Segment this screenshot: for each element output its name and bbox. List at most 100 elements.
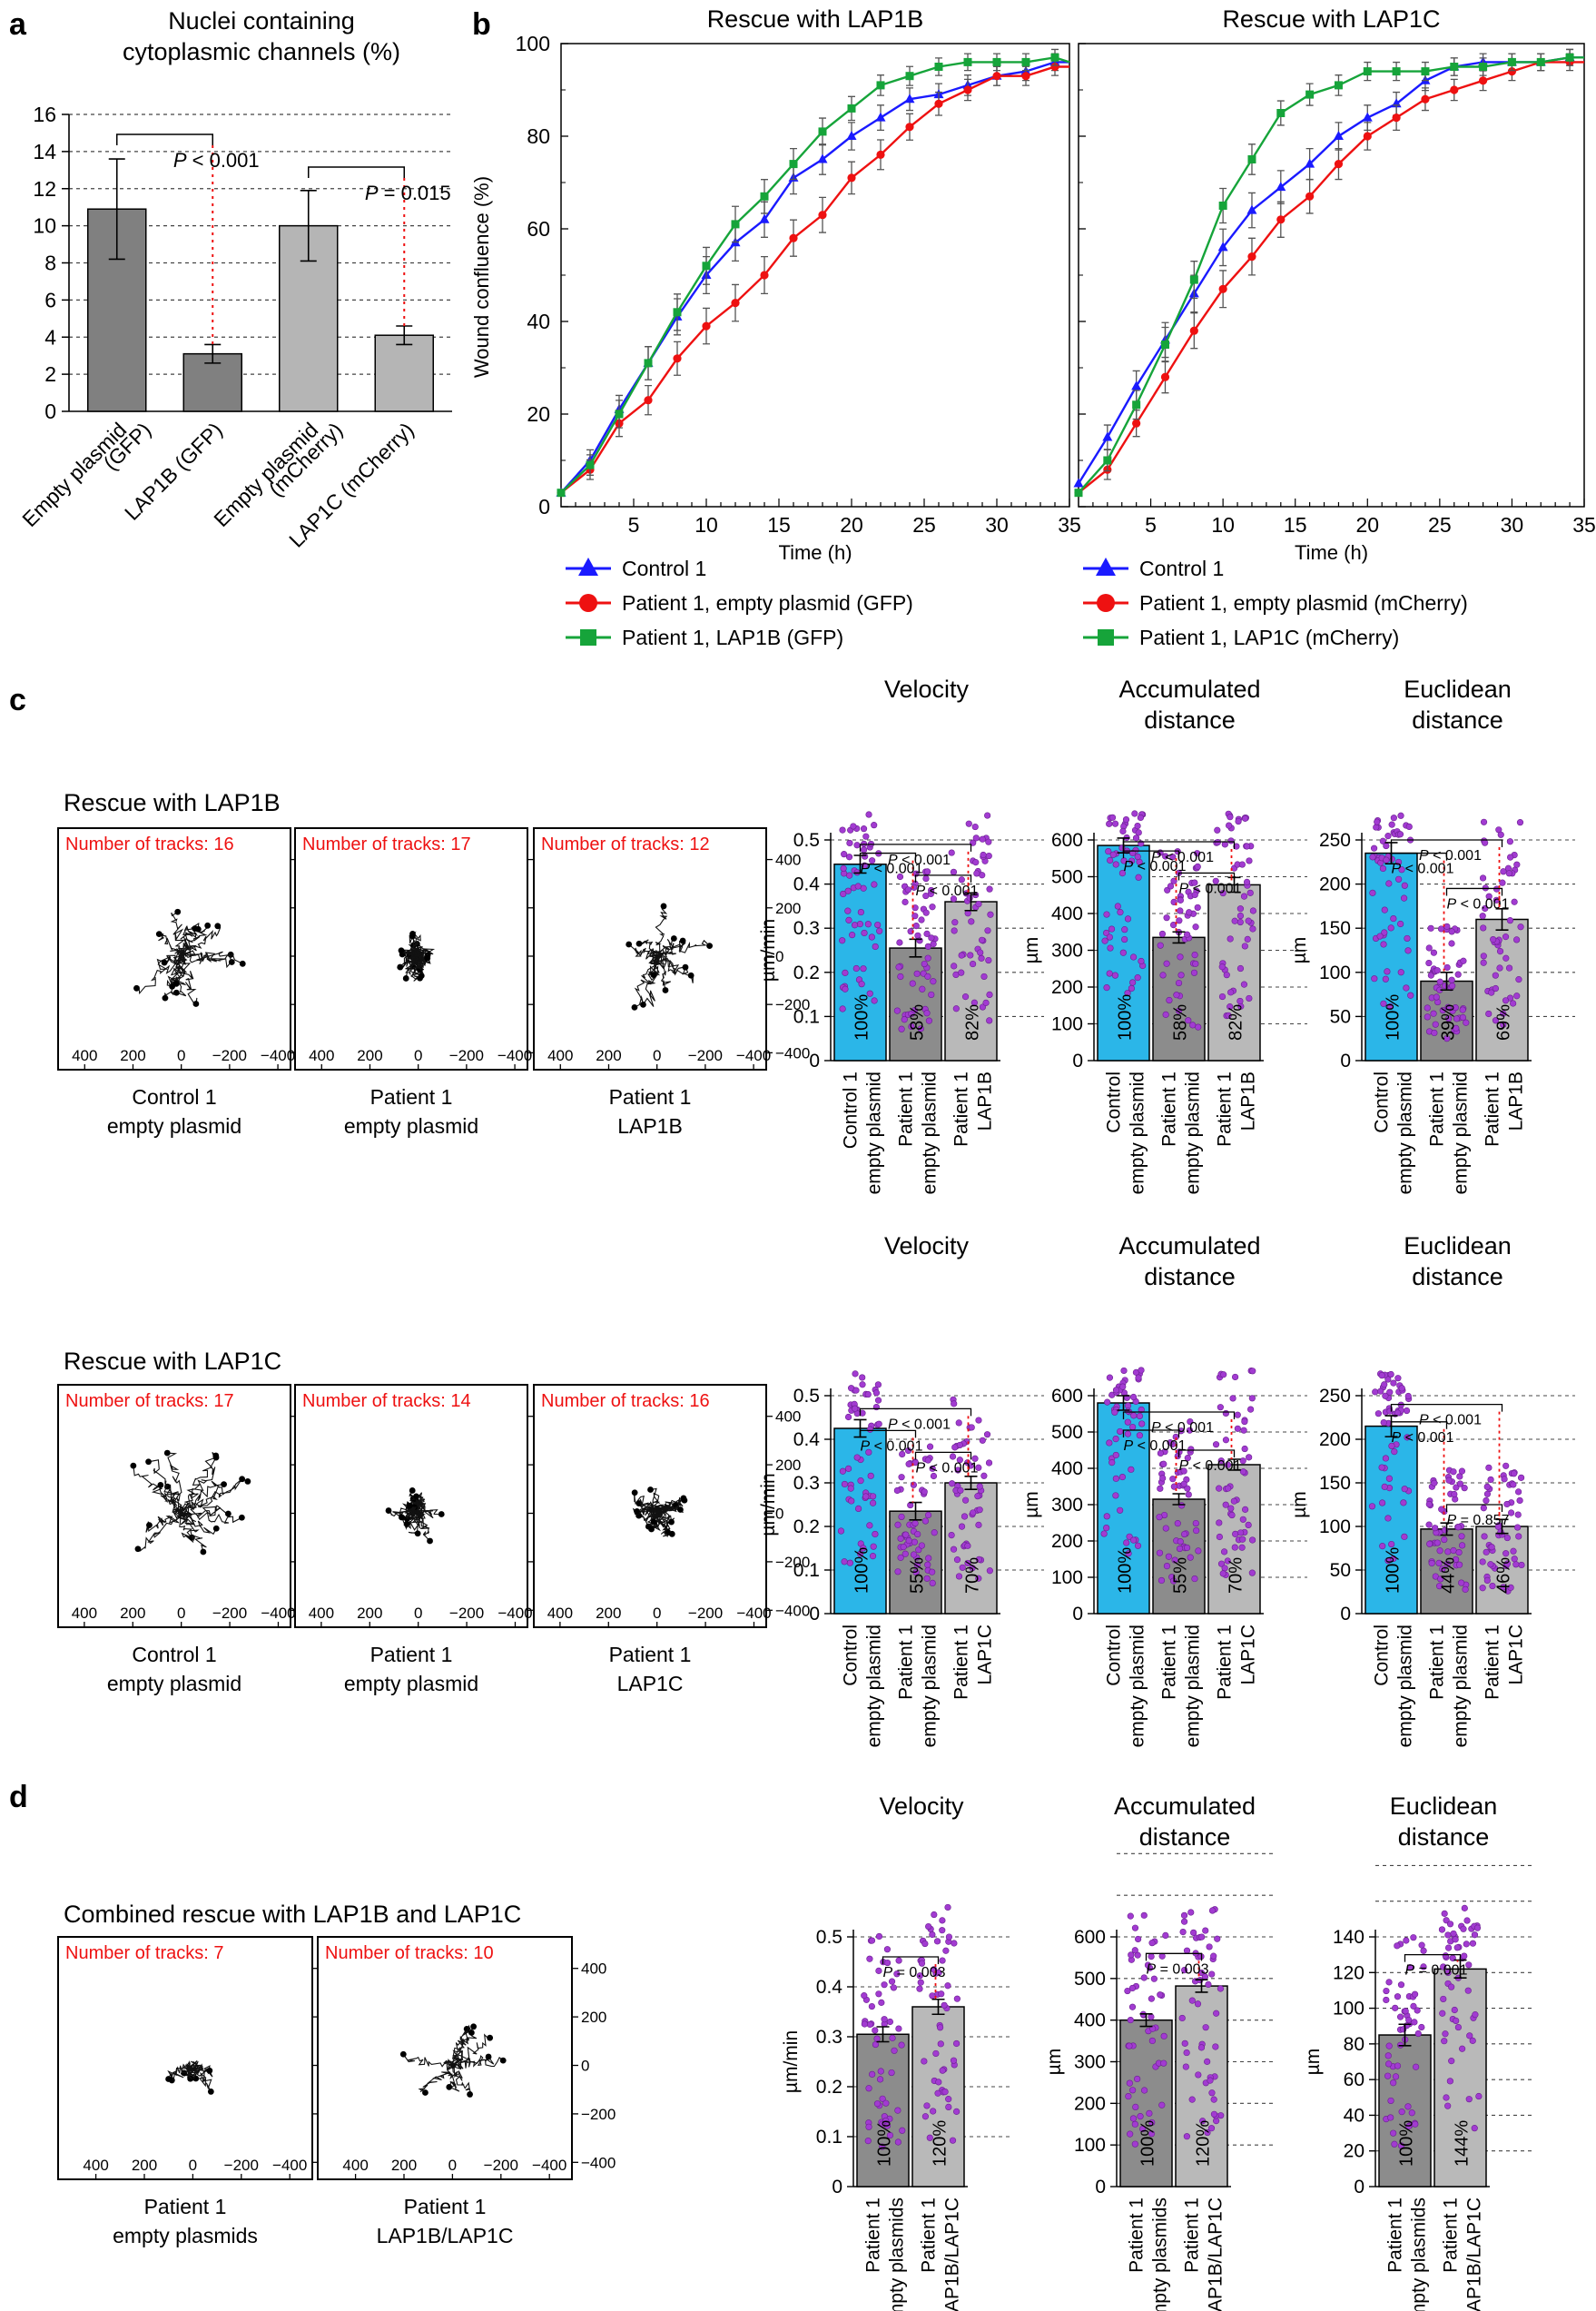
cell-track-endpoint <box>239 960 246 967</box>
cell-track-endpoint <box>155 931 163 938</box>
barchart-c2v-ytick-label: 0.3 <box>793 1473 820 1494</box>
barchart-c1v-datapoint <box>868 933 875 941</box>
barchart-c1a-pvalue: P < 0.001 <box>1151 850 1214 865</box>
barchart-c2a-category-label: LAP1C <box>1238 1625 1259 1685</box>
barchart-dv-datapoint <box>939 2067 946 2074</box>
chart-b2-point <box>1246 204 1257 214</box>
barchart-c2v-datapoint <box>911 1519 919 1527</box>
barchart-da-ytick-label: 400 <box>1074 2010 1106 2031</box>
barchart-c2v-title: Velocity <box>884 1232 970 1259</box>
barchart-c1e-datapoint <box>1443 1035 1451 1042</box>
barchart-dv-datapoint <box>881 2016 888 2023</box>
barchart-c2a-datapoint <box>1183 1544 1191 1552</box>
barchart-da-datapoint <box>1131 1924 1139 1931</box>
barchart-c1e-datapoint <box>1497 831 1504 838</box>
barchart-de-datapoint <box>1405 2016 1413 2024</box>
barchart-c1e-datapoint <box>1517 923 1524 931</box>
cell-track-endpoint <box>163 1449 171 1457</box>
barchart-c1v-datapoint <box>985 956 992 964</box>
barchart-c1v-datapoint <box>858 981 865 988</box>
barchart-c2e-datapoint <box>1428 1559 1435 1567</box>
track-xtick-label: −400 <box>261 1605 295 1622</box>
barchart-dv-datapoint <box>932 2049 940 2058</box>
barchart-c1e-percent-label: 39% <box>1439 1004 1459 1041</box>
barchart-c2e-datapoint <box>1404 1434 1411 1441</box>
barchart-da-datapoint <box>1124 1987 1131 1995</box>
chart-b-ytick-label: 0 <box>538 495 550 518</box>
barchart-da-datapoint <box>1208 1907 1217 1914</box>
barchart-c2e-datapoint <box>1384 1376 1392 1383</box>
barchart-c2e-datapoint <box>1502 1550 1510 1557</box>
barchart-dv-ytick-label: 0.1 <box>816 2127 842 2148</box>
barchart-dv-datapoint <box>886 2131 894 2139</box>
barchart-dv-datapoint <box>942 1947 950 1954</box>
barchart-da-datapoint <box>1140 1911 1148 1919</box>
barchart-c2e-datapoint <box>1441 1536 1448 1544</box>
chart-b2-legend-marker <box>1096 558 1116 576</box>
barchart-c2e-datapoint <box>1385 1475 1394 1482</box>
barchart-c1e-datapoint <box>1479 913 1486 920</box>
barchart-c2a-datapoint <box>1106 1439 1113 1447</box>
barchart-c2a-datapoint <box>1162 1525 1169 1532</box>
barchart-de-datapoint <box>1404 2103 1412 2110</box>
track-xtick-label: 200 <box>357 1605 382 1622</box>
barchart-c2v-datapoint <box>975 1575 982 1582</box>
barchart-c2a-sig-bracket <box>1122 1411 1236 1419</box>
barchart-c2e-title: distance <box>1412 1263 1503 1290</box>
barchart-de-datapoint <box>1410 2002 1417 2010</box>
barchart-c1e-datapoint <box>1424 1004 1431 1012</box>
track-xtick-label: −200 <box>688 1605 723 1622</box>
barchart-c1a-datapoint <box>1177 953 1184 961</box>
chart-a-ytick-label: 4 <box>44 325 56 349</box>
barchart-c1v-datapoint <box>845 854 853 861</box>
barchart-c1a-datapoint <box>1163 960 1170 967</box>
barchart-c1a-datapoint <box>1107 856 1114 864</box>
chart-a-pvalue: P < 0.001 <box>173 149 260 172</box>
barchart-c1v-datapoint <box>846 839 853 847</box>
barchart-da-datapoint <box>1126 2042 1133 2049</box>
chart-b-ytick-label: 40 <box>527 310 550 333</box>
chart-b1-xlabel: Time (h) <box>778 541 852 564</box>
cell-track <box>638 939 659 958</box>
barchart-c2v-datapoint <box>910 1551 918 1558</box>
barchart-c2e-datapoint <box>1391 1448 1398 1456</box>
barchart-c1a-datapoint <box>1218 993 1227 1001</box>
barchart-c1v-datapoint <box>908 1022 915 1031</box>
chart-b1-point <box>875 112 886 122</box>
barchart-dv-datapoint <box>868 2002 875 2010</box>
barchart-c1a-datapoint <box>1244 935 1251 943</box>
chart-b1-series-line <box>560 56 1070 494</box>
barchart-c2e-datapoint <box>1381 1483 1388 1490</box>
barchart-da-datapoint <box>1131 1947 1138 1954</box>
cell-track <box>655 905 668 956</box>
track-xtick-label: 200 <box>391 2157 417 2174</box>
barchart-c1v-datapoint <box>984 812 991 819</box>
barchart-c1e-datapoint <box>1401 894 1408 902</box>
barchart-c1v-datapoint <box>851 922 859 929</box>
barchart-dv-ylabel: µm/min <box>781 2030 802 2093</box>
chart-b1-point <box>1050 53 1059 62</box>
track-xtick-label: −400 <box>532 2157 566 2174</box>
barchart-c1a-datapoint <box>1137 814 1144 822</box>
track-xtick-label: 0 <box>189 2157 197 2174</box>
barchart-c2a-datapoint <box>1230 1497 1237 1505</box>
barchart-c1v-ytick-label: 0.5 <box>793 830 820 851</box>
barchart-da-datapoint <box>1162 1931 1169 1940</box>
barchart-dv-ytick-label: 0.2 <box>816 2077 842 2098</box>
barchart-c2v-datapoint <box>970 1509 977 1516</box>
barchart-da-datapoint <box>1194 2000 1202 2008</box>
chart-b1-point <box>847 104 856 113</box>
barchart-c1e-datapoint <box>1511 898 1518 905</box>
barchart-c2a-datapoint <box>1100 1530 1108 1537</box>
barchart-c2v-datapoint <box>964 1542 971 1549</box>
barchart-de-datapoint <box>1383 1996 1390 2004</box>
cell-track-endpoint <box>187 2075 194 2082</box>
barchart-c1e-datapoint <box>1482 839 1489 846</box>
barchart-c1v-datapoint <box>979 872 986 879</box>
barchart-c2a-datapoint <box>1176 1545 1184 1553</box>
barchart-c2v-datapoint <box>926 1443 934 1450</box>
barchart-c1v-datapoint <box>980 973 988 981</box>
barchart-de-datapoint <box>1413 2063 1420 2070</box>
barchart-c1a-datapoint <box>1241 943 1248 950</box>
barchart-c2a-category-label: Patient 1 <box>1215 1625 1236 1700</box>
